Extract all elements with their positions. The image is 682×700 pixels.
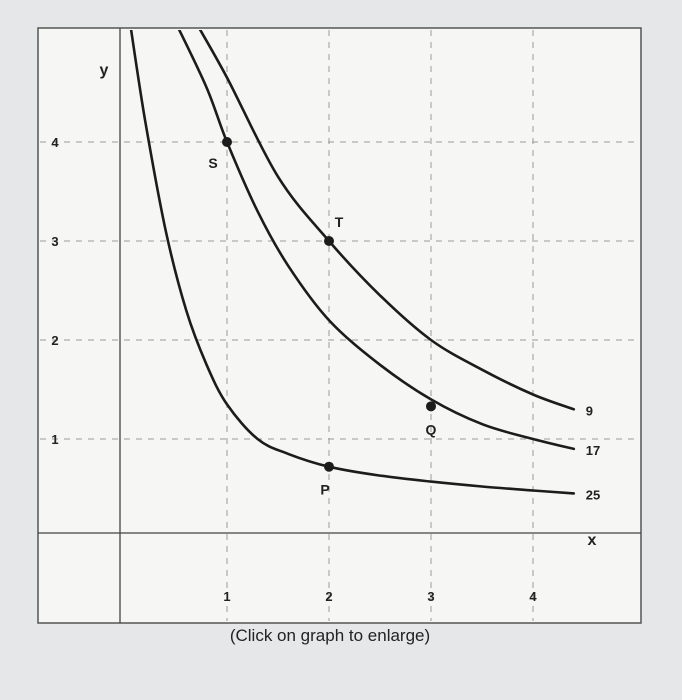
curve-label-17: 17	[586, 443, 600, 458]
y-tick-label: 2	[51, 333, 58, 348]
indifference-curve-25	[129, 30, 576, 495]
point-label-p: P	[320, 482, 329, 498]
x-tick-label: 3	[427, 589, 434, 604]
y-tick-label: 4	[51, 135, 59, 150]
curve-layer	[129, 30, 576, 495]
point-t	[324, 236, 334, 246]
label-layer: 1 2 3 4 1 2 3 4 y x 9 17 25 S T Q P	[51, 62, 600, 604]
point-p	[324, 461, 334, 472]
x-tick-label: 4	[529, 589, 537, 604]
y-axis-label: y	[100, 62, 109, 79]
grid-layer	[40, 30, 639, 621]
indifference-curve-17	[177, 30, 576, 451]
x-tick-label: 1	[223, 589, 230, 604]
point-label-q: Q	[426, 421, 437, 437]
point-label-t: T	[335, 214, 344, 230]
chart-panel	[37, 27, 642, 624]
curve-label-25: 25	[586, 487, 600, 502]
point-s	[222, 137, 232, 147]
y-tick-label: 1	[51, 432, 58, 447]
indifference-curve-9	[198, 30, 576, 411]
point-label-s: S	[208, 155, 217, 171]
point-layer	[222, 137, 436, 472]
chart-caption[interactable]: (Click on graph to enlarge)	[230, 626, 430, 645]
x-axis-label: x	[588, 532, 597, 549]
curve-label-9: 9	[586, 403, 593, 418]
x-tick-label: 2	[325, 589, 332, 604]
point-q	[426, 401, 436, 412]
y-tick-label: 3	[51, 234, 58, 249]
